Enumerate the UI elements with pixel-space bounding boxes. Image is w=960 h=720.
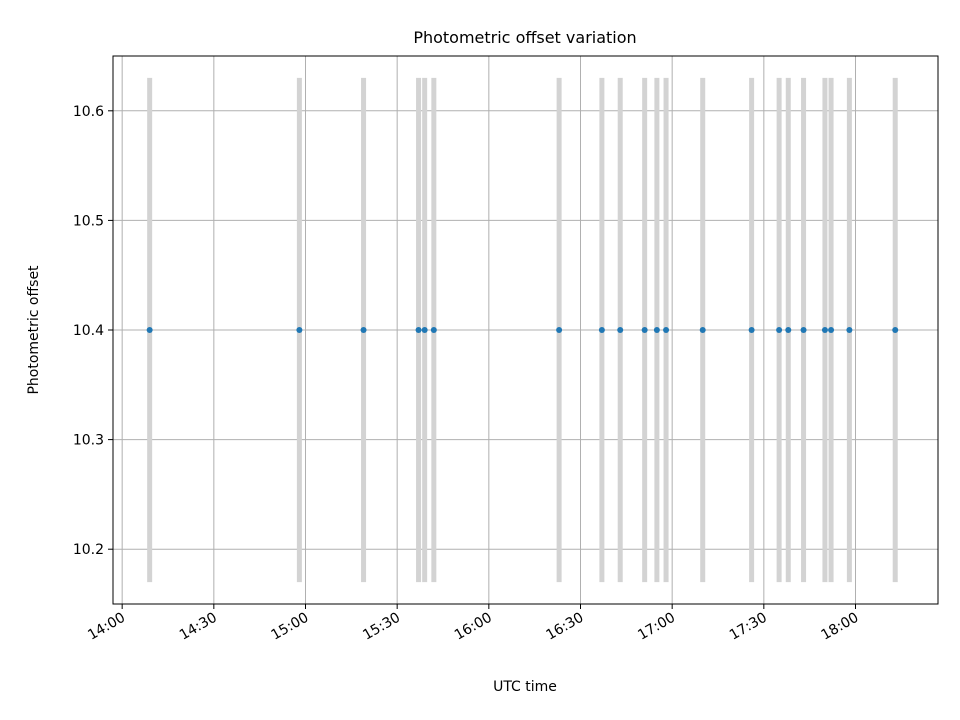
x-axis-label: UTC time [493, 679, 557, 695]
y-axis-label: Photometric offset [26, 265, 42, 395]
data-point [776, 327, 783, 333]
data-point [360, 327, 367, 333]
chart-title: Photometric offset variation [413, 28, 636, 47]
data-point [785, 327, 792, 333]
grid-lines [113, 56, 938, 604]
data-point [800, 327, 807, 333]
y-tick-label: 10.3 [73, 433, 104, 449]
data-point [421, 327, 428, 333]
y-tick-label: 10.6 [73, 104, 104, 120]
data-point [699, 327, 706, 333]
data-point [846, 327, 853, 333]
data-point [415, 327, 422, 333]
y-tick-label: 10.4 [73, 323, 104, 339]
data-point [146, 327, 153, 333]
data-point [748, 327, 755, 333]
data-point [653, 327, 660, 333]
y-axis-ticks: 10.2 10.3 10.4 10.5 10.6 [73, 104, 113, 558]
y-tick-label: 10.5 [73, 213, 104, 229]
data-point [598, 327, 605, 333]
data-point [641, 327, 648, 333]
data-point [617, 327, 624, 333]
data-point [296, 327, 303, 333]
data-point [430, 327, 437, 333]
data-points [146, 327, 899, 333]
y-tick-label: 10.2 [73, 542, 104, 558]
data-point [828, 327, 835, 333]
data-point [821, 327, 828, 333]
data-point [663, 327, 670, 333]
data-point [556, 327, 563, 333]
data-point [892, 327, 899, 333]
